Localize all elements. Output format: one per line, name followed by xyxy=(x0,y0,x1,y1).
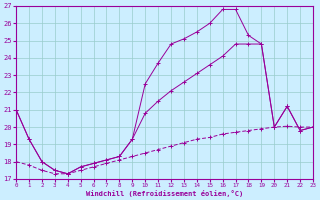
X-axis label: Windchill (Refroidissement éolien,°C): Windchill (Refroidissement éolien,°C) xyxy=(86,190,243,197)
